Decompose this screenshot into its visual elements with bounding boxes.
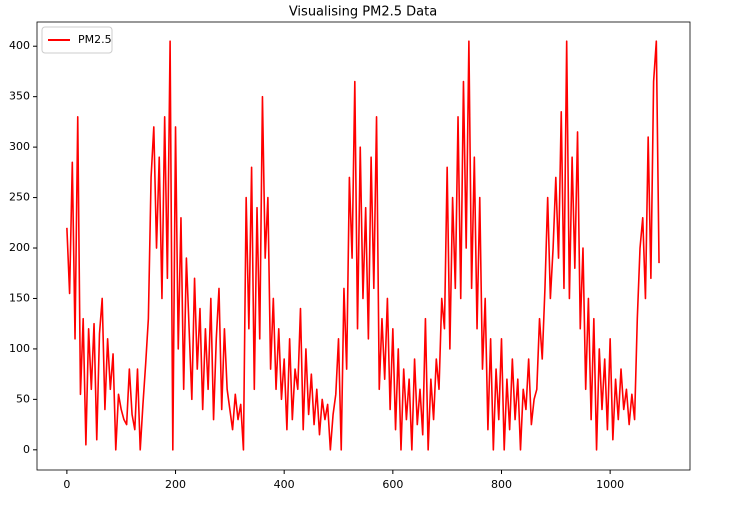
x-tick-label: 200 [165, 478, 186, 491]
y-tick-label: 350 [9, 90, 30, 103]
chart-title: Visualising PM2.5 Data [289, 5, 437, 20]
y-tick-label: 50 [16, 392, 30, 405]
y-tick-label: 250 [9, 191, 30, 204]
data-line [66, 40, 660, 451]
y-tick-label: 400 [9, 39, 30, 52]
y-tick-label: 100 [9, 342, 30, 355]
x-tick-label: 400 [274, 478, 295, 491]
legend-box [41, 26, 113, 54]
x-tick-label: 0 [63, 478, 70, 491]
x-tick-label: 600 [382, 478, 403, 491]
x-tick-label: 1000 [596, 478, 624, 491]
legend-label: PM2.5 [78, 33, 112, 46]
y-tick-label: 0 [23, 443, 30, 456]
y-tick-label: 200 [9, 241, 30, 254]
plot-frame [36, 21, 691, 471]
y-tick-label: 150 [9, 291, 30, 304]
y-tick-label: 300 [9, 140, 30, 153]
x-tick-label: 800 [491, 478, 512, 491]
